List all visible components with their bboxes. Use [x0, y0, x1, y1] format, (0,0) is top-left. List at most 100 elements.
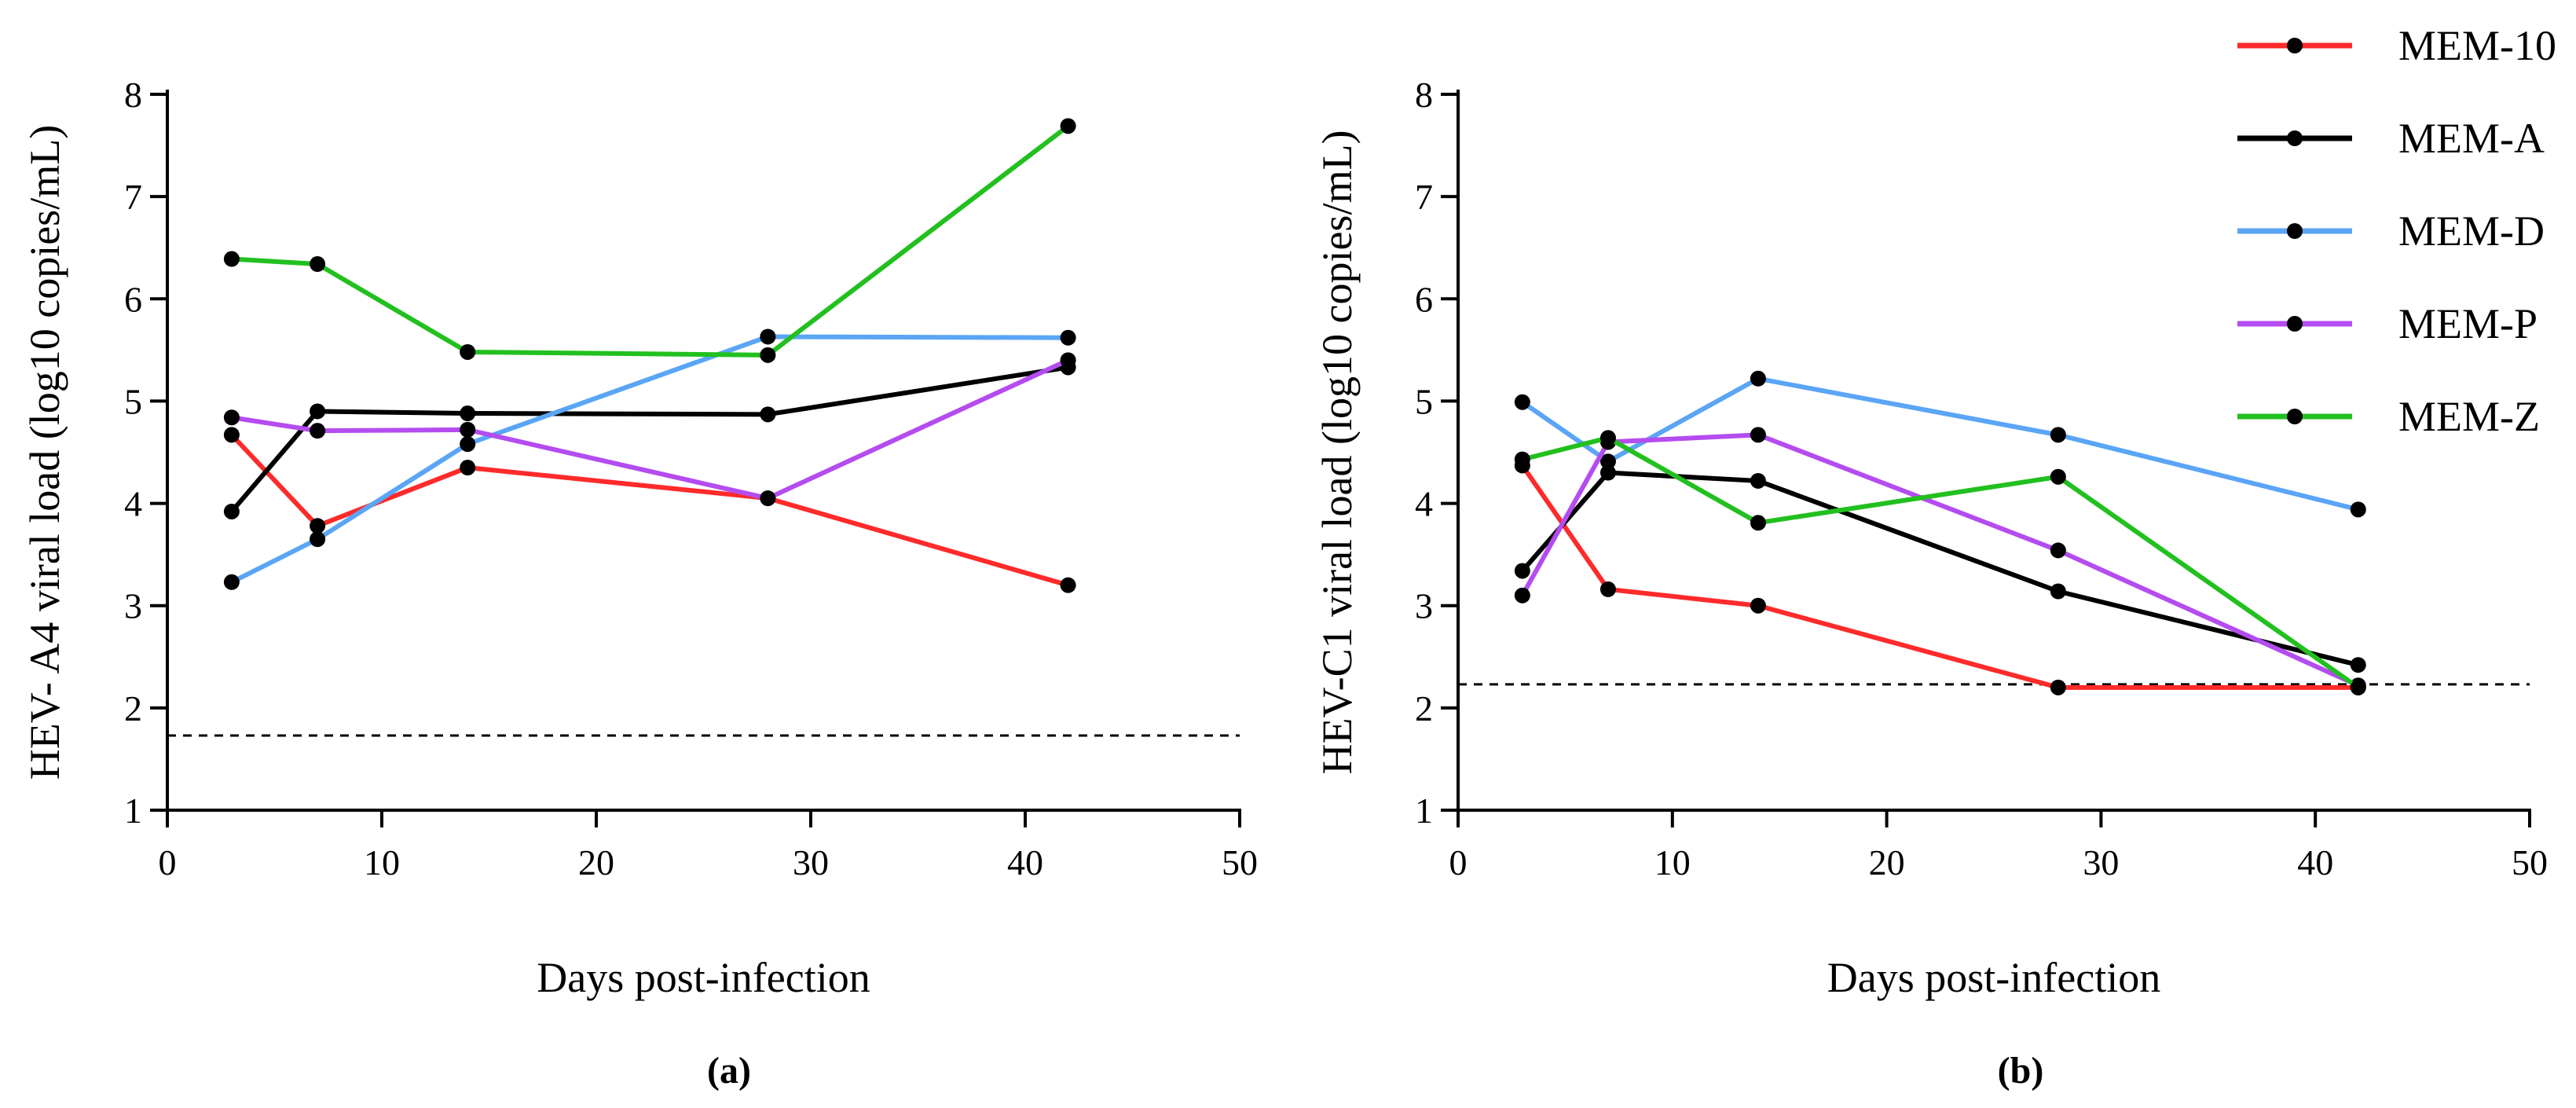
y-tick-label: 2: [1415, 688, 1433, 728]
legend-item-mem-p: MEM-P: [2237, 300, 2538, 347]
legend-label: MEM-D: [2398, 207, 2545, 255]
panel-label: (a): [707, 1050, 751, 1091]
legend-swatch-marker: [2287, 38, 2303, 53]
y-tick-label: 2: [124, 688, 142, 728]
series-mem-a: [1514, 464, 2366, 673]
series-line-mem-10: [229, 433, 1069, 588]
data-point-mem-10: [1060, 577, 1076, 593]
data-point-mem-d: [1514, 394, 1530, 410]
data-point-mem-a: [223, 503, 240, 519]
series-line-mem-10: [1520, 464, 2358, 690]
x-tick-label: 20: [1869, 842, 1905, 882]
data-point-mem-p: [1060, 352, 1076, 369]
data-point-mem-d: [2350, 501, 2366, 518]
data-point-mem-d: [2050, 427, 2066, 443]
y-tick-label: 1: [1415, 791, 1433, 831]
y-tick-label: 7: [124, 177, 142, 217]
series-mem-p: [223, 352, 1076, 507]
x-axis-title: Days post-infection: [1827, 954, 2160, 1001]
x-tick-label: 0: [1449, 842, 1468, 882]
y-axis-title: HEV- A4 viral load (log10 copies/mL): [21, 125, 68, 780]
x-tick-label: 40: [2297, 842, 2333, 882]
data-point-mem-10: [460, 460, 476, 476]
panel-label: (b): [1998, 1050, 2044, 1091]
legend-item-mem-z: MEM-Z: [2237, 393, 2540, 440]
panel-a-chart: 1 2 3 4 5 6 7 8 0 10 20 30 40 50 Days post-infection HE…: [21, 75, 1258, 1091]
series-mem-p: [1514, 427, 2366, 694]
legend-item-mem-d: MEM-D: [2237, 207, 2545, 255]
data-point-mem-10: [1599, 581, 1616, 597]
legend-item-mem-a: MEM-A: [2237, 115, 2545, 162]
series-line-mem-a: [1520, 470, 2359, 668]
y-tick-label: 6: [1415, 279, 1433, 319]
data-point-mem-z: [1599, 430, 1616, 446]
y-tick-label: 3: [124, 586, 142, 626]
data-point-mem-z: [2050, 468, 2066, 485]
legend-label: MEM-Z: [2398, 393, 2540, 440]
legend: MEM-10 MEM-A MEM-D MEM-P MEM-Z: [2237, 22, 2556, 440]
series-line-mem-d: [1521, 376, 2359, 512]
x-tick-label: 10: [1654, 842, 1691, 882]
y-tick-label: 5: [1415, 381, 1433, 421]
y-tick-label: 8: [124, 75, 142, 115]
y-axis-title: HEV-C1 viral load (log10 copies/mL): [1314, 130, 1361, 775]
data-point-mem-z: [1060, 118, 1076, 134]
series-mem-d: [223, 328, 1076, 590]
x-tick-label: 10: [364, 842, 400, 882]
data-point-mem-a: [1514, 563, 1530, 579]
x-tick-label: 50: [2512, 842, 2548, 882]
data-point-mem-z: [460, 343, 476, 360]
data-point-mem-10: [1750, 597, 1766, 614]
series-line-mem-z: [231, 123, 1070, 358]
data-point-mem-z: [223, 251, 240, 267]
data-point-mem-d: [760, 328, 776, 345]
data-point-mem-a: [460, 405, 476, 422]
data-point-mem-a: [2050, 583, 2066, 600]
series-line-mem-p: [1520, 432, 2359, 688]
x-tick-label: 20: [578, 842, 614, 882]
data-point-mem-d: [460, 436, 476, 453]
x-tick-label: 40: [1007, 842, 1043, 882]
series-line-mem-a: [229, 365, 1069, 513]
legend-swatch-marker: [2287, 316, 2303, 332]
series-mem-d: [1514, 370, 2366, 518]
data-point-mem-10: [223, 427, 240, 443]
panel-b-chart: 1 2 3 4 5 6 7 8 0 10 20 30 40 50 Days post-infection HE…: [1314, 75, 2548, 1091]
legend-swatch-marker: [2287, 223, 2303, 239]
legend-label: MEM-P: [2398, 300, 2538, 347]
data-point-mem-p: [223, 409, 240, 426]
data-point-mem-a: [2350, 657, 2366, 673]
data-point-mem-d: [1060, 329, 1076, 346]
y-tick-label: 5: [124, 381, 142, 421]
data-point-mem-a: [760, 406, 776, 423]
legend-label: MEM-10: [2398, 22, 2556, 69]
data-point-mem-10: [310, 518, 326, 534]
series-mem-z: [1514, 430, 2366, 695]
y-tick-label: 7: [1415, 177, 1433, 217]
series-line-mem-d: [230, 334, 1068, 585]
data-point-mem-z: [1750, 515, 1766, 531]
y-tick-label: 4: [124, 484, 142, 524]
data-point-mem-p: [310, 423, 326, 439]
series-mem-z: [223, 118, 1076, 363]
y-tick-label: 3: [1415, 586, 1433, 626]
legend-swatch-marker: [2287, 409, 2303, 424]
data-point-mem-z: [1514, 451, 1530, 468]
data-point-mem-z: [310, 256, 326, 273]
y-tick-label: 4: [1415, 484, 1433, 524]
y-tick-label: 1: [124, 791, 142, 831]
data-point-mem-a: [1750, 472, 1766, 489]
legend-item-mem-10: MEM-10: [2237, 22, 2556, 69]
x-axis-title: Days post-infection: [537, 954, 870, 1001]
legend-swatch-marker: [2287, 130, 2303, 146]
data-point-mem-p: [460, 421, 476, 438]
data-point-mem-z: [2350, 679, 2366, 695]
data-point-mem-p: [1750, 427, 1766, 443]
data-point-mem-d: [1750, 370, 1766, 387]
x-tick-label: 50: [1222, 842, 1258, 882]
y-tick-label: 8: [1415, 75, 1433, 115]
series-mem-a: [223, 359, 1076, 519]
series-mem-10: [223, 427, 1076, 593]
data-point-mem-d: [1599, 453, 1616, 470]
